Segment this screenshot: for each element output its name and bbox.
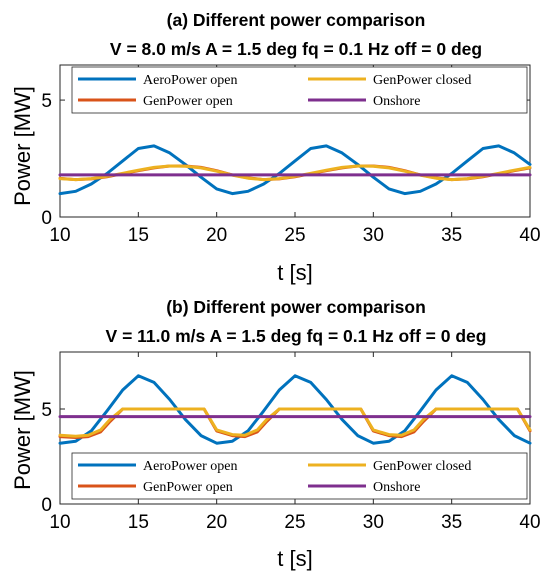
panel-b-y-axis-label: Power [MW] <box>10 370 35 490</box>
panel-b-x-axis-label: t [s] <box>277 546 312 571</box>
panel-b-y-ticks: 05 <box>41 400 530 516</box>
panel-b-x-tick-label: 20 <box>206 512 227 533</box>
panel-a: (a) Different power comparison V = 8.0 m… <box>10 10 541 285</box>
panel-a-legend-label-genpower-open: GenPower open <box>143 94 233 109</box>
panel-a-legend-box <box>71 66 528 114</box>
panel-a-x-tick-label: 40 <box>519 225 540 246</box>
panel-a-legend-label-onshore: Onshore <box>373 94 420 109</box>
panel-a-x-tick-label: 30 <box>363 225 384 246</box>
panel-a-x-tick-label: 35 <box>441 225 462 246</box>
panel-b-y-tick-label: 0 <box>41 495 52 516</box>
panel-b-series <box>58 374 532 445</box>
panel-a-x-axis-label: t [s] <box>277 260 312 285</box>
panel-a-legend: AeroPower open GenPower closed GenPower op… <box>71 66 528 114</box>
panel-b-x-tick-label: 10 <box>49 512 70 533</box>
panel-a-x-ticks: 10 15 20 25 30 35 40 <box>49 65 541 246</box>
panel-a-x-tick-label: 10 <box>49 225 70 246</box>
panel-b-title: (b) Different power comparison <box>166 297 426 317</box>
panel-a-y-axis-label: Power [MW] <box>10 86 35 206</box>
panel-a-y-tick-label: 5 <box>41 91 52 112</box>
panel-b-x-tick-label: 40 <box>519 512 540 533</box>
panel-b-legend-label-aeropower-open: AeroPower open <box>143 459 237 474</box>
panel-b: (b) Different power comparison V = 11.0 … <box>10 297 541 571</box>
panel-b-x-ticks: 10 15 20 25 30 35 40 <box>49 352 541 533</box>
panel-a-legend-label-genpower-closed: GenPower closed <box>373 73 471 88</box>
panel-b-y-tick-label: 5 <box>41 400 52 421</box>
panel-b-series-aeropower-open <box>58 374 532 445</box>
panel-b-x-tick-label: 15 <box>128 512 149 533</box>
panel-b-legend: AeroPower open GenPower closed GenPower op… <box>71 452 528 500</box>
panel-a-y-tick-label: 0 <box>41 208 52 229</box>
panel-b-x-tick-label: 25 <box>284 512 305 533</box>
panel-b-legend-box <box>71 452 528 500</box>
panel-a-series <box>58 144 532 196</box>
panel-b-legend-label-genpower-open: GenPower open <box>143 480 233 495</box>
panel-a-title: (a) Different power comparison <box>167 10 426 30</box>
panel-a-x-tick-label: 25 <box>284 225 305 246</box>
panel-b-legend-label-genpower-closed: GenPower closed <box>373 459 471 474</box>
panel-a-x-tick-label: 20 <box>206 225 227 246</box>
panel-a-subtitle: V = 8.0 m/s A = 1.5 deg fq = 0.1 Hz off … <box>110 39 482 59</box>
panel-b-series-genpower-closed <box>58 407 532 438</box>
panel-a-legend-label-aeropower-open: AeroPower open <box>143 73 237 88</box>
panel-b-subtitle: V = 11.0 m/s A = 1.5 deg fq = 0.1 Hz off… <box>106 326 487 346</box>
panel-a-x-tick-label: 15 <box>128 225 149 246</box>
panel-b-legend-label-onshore: Onshore <box>373 480 420 495</box>
panel-b-x-tick-label: 30 <box>363 512 384 533</box>
panel-b-x-tick-label: 35 <box>441 512 462 533</box>
